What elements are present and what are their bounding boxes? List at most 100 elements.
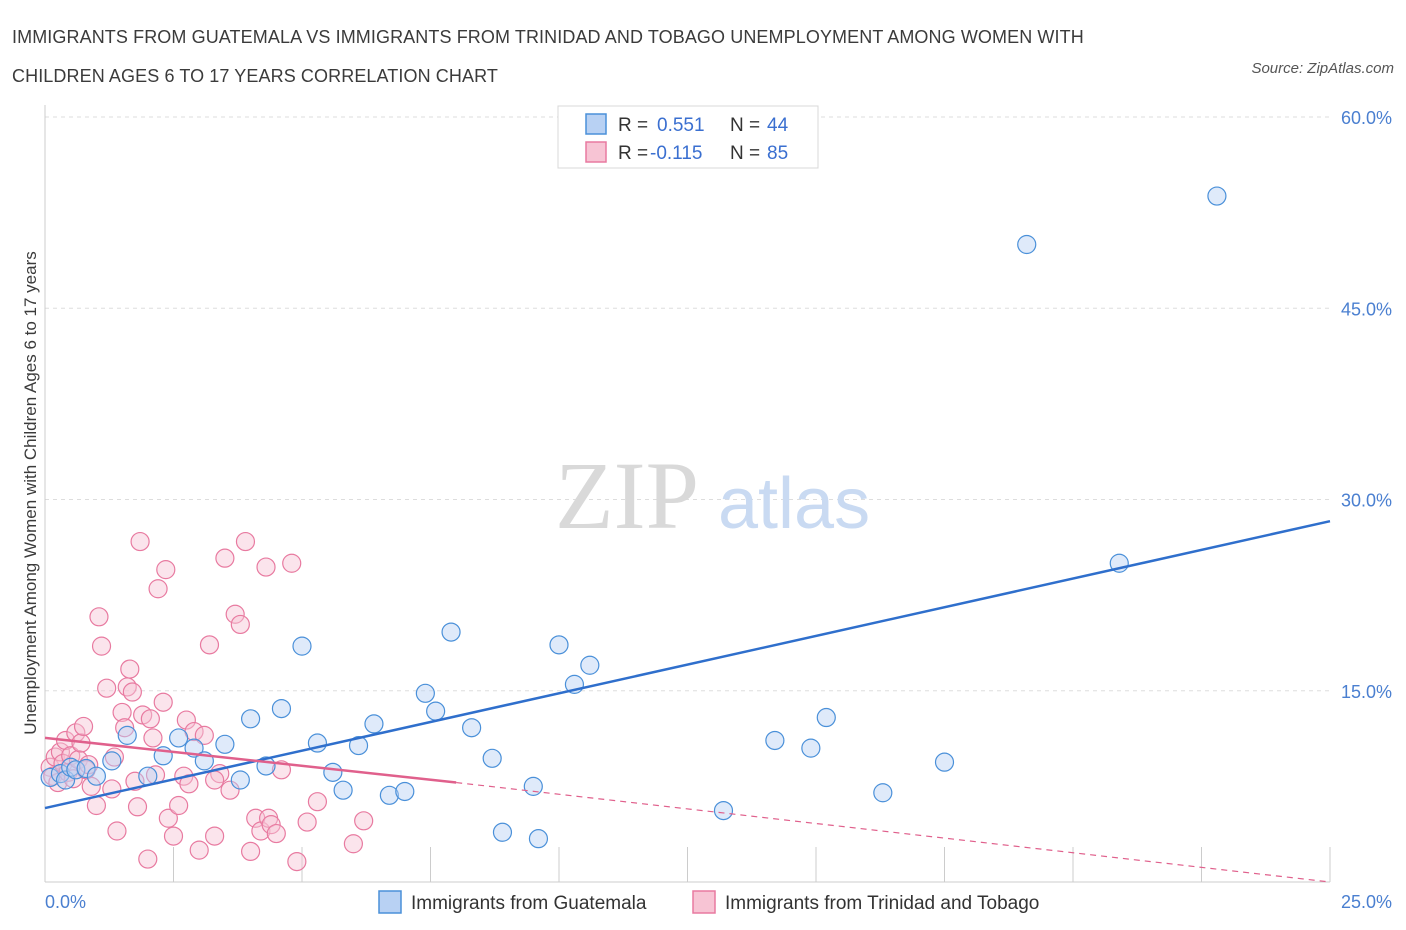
guatemala-point [364, 714, 384, 734]
guatemala-point [934, 752, 955, 772]
guatemala-point [765, 730, 785, 751]
trinidad-point [120, 659, 140, 679]
trinidad-point [215, 548, 235, 568]
trinidad-point [230, 614, 250, 635]
guatemala-point [40, 767, 60, 788]
x-tick-label: 25.0% [1341, 892, 1392, 912]
guatemala-trend-line [44, 519, 1331, 810]
guatemala-point [241, 709, 261, 729]
guatemala-point [528, 829, 549, 849]
series-legend-swatch-trinidad [692, 890, 716, 914]
guatemala-point [169, 728, 189, 748]
legend-r-value-guatemala: 0.551 [657, 115, 705, 136]
trend-lines [44, 519, 1331, 883]
legend-n-label-guatemala: N = [730, 115, 760, 136]
trinidad-point [205, 770, 225, 790]
watermark: ZIP atlas [555, 442, 870, 549]
guatemala-point [816, 707, 836, 728]
trinidad-point [241, 841, 261, 862]
guatemala-point [492, 822, 513, 842]
trinidad-point [169, 795, 189, 816]
trinidad-trend-line-extension [456, 781, 1331, 883]
trinidad-point [91, 636, 112, 656]
legend-n-label-trinidad: N = [730, 143, 760, 164]
chart-title-line-2: CHILDREN AGES 6 TO 17 YEARS CORRELATION … [12, 66, 498, 86]
series-legend-label-trinidad: Immigrants from Trinidad and Tobago [725, 893, 1039, 914]
trinidad-point [176, 710, 196, 730]
guatemala-point [50, 764, 71, 784]
trinidad-point [122, 682, 142, 702]
trinidad-point [138, 849, 158, 869]
guatemala-point [102, 751, 122, 771]
guatemala-point [462, 718, 482, 738]
trinidad-point [89, 607, 109, 627]
trinidad-point [297, 812, 317, 832]
y-axis-label: Unemployment Among Women with Children A… [21, 251, 40, 735]
trinidad-point [156, 560, 176, 580]
watermark-zip: ZIP [555, 442, 699, 549]
y-tick-label: 45.0% [1341, 299, 1392, 319]
legend-swatch-guatemala [585, 113, 607, 135]
trinidad-point [220, 780, 240, 800]
legend-n-value-guatemala: 44 [767, 115, 789, 136]
guatemala-point [86, 766, 107, 786]
trinidad-point [140, 709, 160, 729]
trinidad-point [256, 557, 276, 577]
guatemala-point [215, 734, 235, 754]
trinidad-point [143, 728, 163, 748]
chart-title: IMMIGRANTS FROM GUATEMALA VS IMMIGRANTS … [12, 18, 1162, 96]
guatemala-point [801, 738, 821, 758]
trinidad-point [158, 808, 178, 828]
guatemala-point [76, 758, 96, 779]
legend-r-label-trinidad: R = [618, 143, 648, 164]
guatemala-point [292, 636, 312, 656]
x-tick-label: 0.0% [45, 892, 86, 912]
guatemala-point [580, 655, 600, 675]
trinidad-point [282, 553, 302, 573]
guatemala-point [426, 701, 446, 721]
guatemala-point [549, 635, 569, 655]
series-legend-swatch-guatemala [378, 890, 402, 914]
trinidad-point [163, 826, 184, 846]
watermark-atlas: atlas [718, 464, 870, 544]
guatemala-point [271, 698, 292, 719]
guatemala-point [523, 776, 543, 796]
trinidad-point [107, 821, 127, 841]
legend-r-value-trinidad: -0.115 [650, 143, 702, 164]
guatemala-point [441, 622, 461, 642]
trinidad-point [189, 840, 209, 860]
guatemala-point [66, 760, 86, 780]
axes: 15.0% 30.0% 45.0% 60.0% 0.0% 25.0% [44, 105, 1392, 912]
trinidad-point [307, 792, 328, 812]
guatemala-point [713, 800, 734, 821]
guatemala-point [230, 770, 250, 790]
series-legend-label-guatemala: Immigrants from Guatemala [411, 893, 647, 914]
guatemala-point [55, 770, 76, 790]
guatemala-point [379, 785, 399, 805]
y-tick-label: 60.0% [1341, 108, 1392, 128]
trinidad-point [205, 826, 225, 846]
trinidad-point [354, 811, 374, 831]
trinidad-point [235, 531, 256, 552]
trinidad-point [130, 531, 150, 552]
trinidad-point [148, 579, 168, 599]
guatemala-point [873, 783, 893, 803]
legend-swatch-trinidad [585, 141, 607, 163]
trinidad-point [343, 834, 363, 854]
y-tick-label: 30.0% [1341, 491, 1392, 511]
trinidad-point [287, 851, 307, 872]
guatemala-point [333, 780, 353, 800]
trinidad-point [194, 725, 214, 745]
legend-n-value-trinidad: 85 [767, 143, 788, 164]
guatemala-point [61, 757, 81, 777]
trinidad-point [81, 776, 101, 796]
series-legend: Immigrants from Guatemala Immigrants fro… [378, 890, 1039, 914]
trinidad-point [73, 716, 94, 737]
guatemala-point [1017, 234, 1037, 255]
trinidad-point [112, 702, 132, 723]
trinidad-point [50, 742, 71, 762]
trinidad-point [115, 718, 135, 738]
data-points [40, 186, 1227, 872]
trinidad-point [261, 815, 281, 835]
